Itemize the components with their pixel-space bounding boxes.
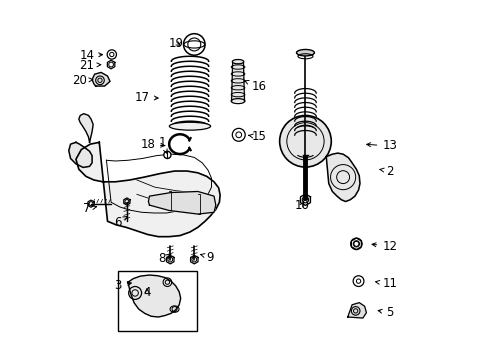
Text: 5: 5 <box>377 306 393 319</box>
Ellipse shape <box>232 59 244 64</box>
Text: 12: 12 <box>371 240 396 253</box>
Text: 21: 21 <box>79 59 101 72</box>
Text: 3: 3 <box>114 279 131 292</box>
Polygon shape <box>69 142 92 167</box>
Text: 6: 6 <box>114 216 127 229</box>
Polygon shape <box>325 153 359 202</box>
Text: 7: 7 <box>83 202 96 215</box>
Text: 2: 2 <box>379 165 393 177</box>
Polygon shape <box>76 142 220 237</box>
Text: 11: 11 <box>375 278 396 291</box>
Polygon shape <box>128 275 180 317</box>
Circle shape <box>163 151 171 158</box>
Ellipse shape <box>169 122 210 130</box>
Text: 17: 17 <box>135 91 158 104</box>
Text: 9: 9 <box>200 251 214 264</box>
Polygon shape <box>148 192 215 214</box>
Polygon shape <box>79 114 93 142</box>
Text: 18: 18 <box>140 138 164 150</box>
Text: 19: 19 <box>168 36 183 50</box>
Text: 4: 4 <box>143 287 150 300</box>
Polygon shape <box>347 303 366 318</box>
Text: 20: 20 <box>72 74 93 87</box>
Text: 14: 14 <box>79 49 102 62</box>
Text: 1: 1 <box>158 136 167 154</box>
Text: 16: 16 <box>244 80 266 93</box>
Polygon shape <box>230 62 244 101</box>
Circle shape <box>279 116 330 167</box>
FancyBboxPatch shape <box>118 271 196 330</box>
Text: 13: 13 <box>366 139 396 152</box>
Polygon shape <box>92 72 110 86</box>
Text: 8: 8 <box>158 252 171 265</box>
Text: 15: 15 <box>248 130 266 144</box>
Ellipse shape <box>296 49 314 56</box>
Text: 10: 10 <box>294 199 309 212</box>
